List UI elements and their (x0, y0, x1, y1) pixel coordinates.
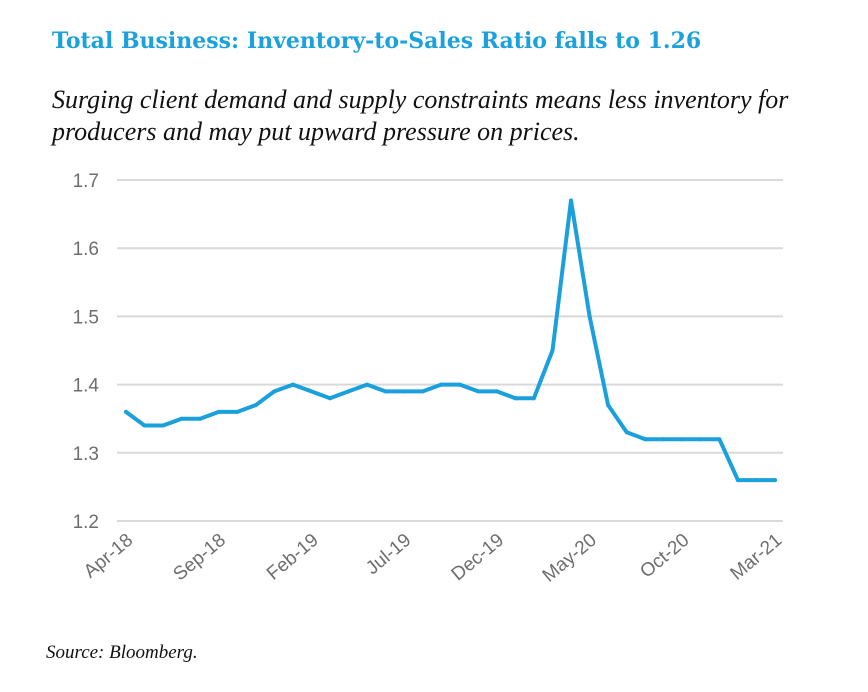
data-point (624, 430, 629, 435)
data-point (513, 396, 518, 401)
y-tick-label: 1.4 (73, 376, 100, 397)
data-point (272, 389, 277, 394)
x-tick-label: Dec-19 (448, 530, 508, 585)
data-point (402, 389, 407, 394)
data-point (457, 382, 462, 387)
data-point (346, 389, 351, 394)
data-point (754, 478, 759, 483)
data-point (383, 389, 388, 394)
x-tick-label: May-20 (539, 530, 601, 587)
y-tick-label: 1.3 (73, 444, 99, 465)
x-tick-label: Jul-19 (362, 530, 415, 579)
data-point (606, 403, 611, 408)
data-point (531, 396, 536, 401)
data-point (253, 403, 258, 408)
data-point (643, 437, 648, 442)
chart-subtitle: Surging client demand and supply constra… (52, 85, 789, 146)
data-point (494, 389, 499, 394)
data-point (124, 409, 128, 414)
data-point (290, 382, 295, 387)
data-point (587, 314, 592, 319)
x-tick-label: Mar-21 (727, 530, 787, 585)
data-point (698, 437, 703, 442)
data-point (328, 396, 332, 401)
x-tick-label: Sep-18 (169, 530, 229, 585)
data-point (476, 389, 481, 394)
y-tick-label: 1.2 (73, 512, 99, 533)
data-point (198, 416, 203, 421)
data-point (735, 478, 740, 483)
data-point (365, 382, 370, 387)
data-point (773, 478, 777, 483)
data-point (661, 437, 666, 442)
x-tick-label: Apr-18 (80, 530, 137, 583)
x-tick-label: Feb-19 (263, 530, 323, 585)
chart-title: Total Business: Inventory-to-Sales Ratio… (52, 28, 702, 54)
y-tick-label: 1.7 (73, 171, 99, 192)
data-point (439, 382, 444, 387)
data-point (550, 348, 555, 353)
data-point (717, 437, 722, 442)
data-point (161, 423, 166, 428)
data-point (309, 389, 314, 394)
data-point (680, 437, 685, 442)
x-tick-label: Oct-20 (636, 530, 693, 583)
data-point (569, 198, 573, 203)
source-note: Source: Bloomberg. (46, 642, 198, 663)
series-line (124, 198, 777, 483)
y-tick-label: 1.6 (73, 239, 99, 260)
data-point (216, 409, 221, 414)
data-point (142, 423, 147, 428)
data-point (179, 416, 184, 421)
data-point (420, 389, 425, 394)
y-tick-label: 1.5 (73, 307, 99, 328)
data-point (235, 409, 240, 414)
